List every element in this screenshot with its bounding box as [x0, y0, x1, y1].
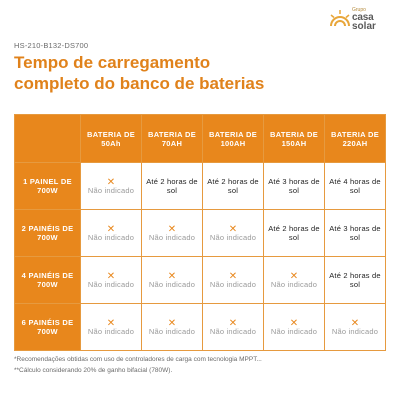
row-header: 4 PAINÉIS DE 700W — [14, 256, 81, 304]
row-header: 1 PAINEL DE 700W — [14, 162, 81, 210]
not-indicated-x-icon: ✕ — [228, 270, 238, 282]
column-header: BATERIA DE 220AH — [324, 114, 386, 163]
row-header: 6 PAINÉIS DE 700W — [14, 303, 81, 351]
not-indicated-text: Não indicado — [331, 326, 379, 336]
table-cell: ✕ Não indicado — [263, 256, 325, 304]
column-header: BATERIA DE 150AH — [263, 114, 325, 163]
table-row: 4 PAINÉIS DE 700W ✕ Não indicado ✕ Não indic… — [14, 256, 386, 304]
table-row: 2 PAINÉIS DE 700W ✕ Não indicado ✕ Não indic… — [14, 209, 386, 257]
not-indicated-x-icon: ✕ — [106, 176, 116, 188]
not-indicated-text: Não indicado — [209, 232, 257, 242]
not-indicated-x-icon: ✕ — [167, 317, 177, 329]
not-indicated-x-icon: ✕ — [167, 270, 177, 282]
table-cell: ✕ Não indicado — [141, 209, 203, 257]
charge-time-value: Até 2 horas de sol — [207, 177, 259, 195]
table-cell: ✕ Não indicado — [141, 303, 203, 351]
not-indicated-text: Não indicado — [209, 326, 257, 336]
charge-time-value: Até 2 horas de sol — [268, 224, 320, 242]
charge-time-value: Até 2 horas de sol — [329, 271, 381, 289]
table-cell: ✕ Não indicado — [80, 256, 142, 304]
not-indicated-x-icon: ✕ — [106, 317, 116, 329]
not-indicated-x-icon: ✕ — [167, 223, 177, 235]
not-indicated-x-icon: ✕ — [289, 317, 299, 329]
not-indicated-x-icon: ✕ — [106, 270, 116, 282]
not-indicated-text: Não indicado — [148, 279, 196, 289]
charge-time-value: Até 2 horas de sol — [146, 177, 198, 195]
not-indicated-text: Não indicado — [270, 279, 318, 289]
table-cell: Até 2 horas de sol — [141, 162, 203, 210]
column-header: BATERIA DE 100AH — [202, 114, 264, 163]
not-indicated-x-icon: ✕ — [350, 317, 360, 329]
not-indicated-text: Não indicado — [87, 185, 135, 195]
title-line1: Tempo de carregamento — [14, 53, 211, 72]
table-cell: ✕ Não indicado — [202, 303, 264, 351]
table-cell: Até 3 horas de sol — [263, 162, 325, 210]
column-header: BATERIA DE 70AH — [141, 114, 203, 163]
table-cell: Até 4 horas de sol — [324, 162, 386, 210]
table-corner-cell — [14, 114, 81, 163]
charge-time-value: Até 4 horas de sol — [329, 177, 381, 195]
logo-line2: solar — [352, 21, 376, 32]
table-cell: ✕ Não indicado — [202, 256, 264, 304]
not-indicated-text: Não indicado — [209, 279, 257, 289]
table-cell: Até 2 horas de sol — [263, 209, 325, 257]
table-cell: Até 2 horas de sol — [324, 256, 386, 304]
footnotes: *Recomendações obtidas com uso de contro… — [14, 354, 262, 376]
column-header: BATERIA DE 50Ah — [80, 114, 142, 163]
footnote: **Cálculo considerando 20% de ganho bifa… — [14, 367, 173, 374]
charge-time-value: Até 3 horas de sol — [268, 177, 320, 195]
table-cell: Até 3 horas de sol — [324, 209, 386, 257]
not-indicated-x-icon: ✕ — [228, 223, 238, 235]
not-indicated-text: Não indicado — [148, 326, 196, 336]
logo-small-text: Grupo — [352, 7, 366, 13]
charging-time-table: BATERIA DE 50Ah BATERIA DE 70AH BATERIA … — [14, 114, 386, 351]
table-cell: ✕ Não indicado — [80, 162, 142, 210]
logo-line1: casa — [352, 12, 374, 23]
brand-logo: Grupo casa solar — [328, 6, 388, 40]
footnote: *Recomendações obtidas com uso de contro… — [14, 356, 262, 363]
row-header: 2 PAINÉIS DE 700W — [14, 209, 81, 257]
table-cell: Até 2 horas de sol — [202, 162, 264, 210]
not-indicated-x-icon: ✕ — [106, 223, 116, 235]
page-title: Tempo de carregamento completo do banco … — [14, 52, 384, 94]
table-row: 6 PAINÉIS DE 700W ✕ Não indicado ✕ Não indic… — [14, 303, 386, 351]
table-cell: ✕ Não indicado — [263, 303, 325, 351]
table-cell: ✕ Não indicado — [202, 209, 264, 257]
table-cell: ✕ Não indicado — [141, 256, 203, 304]
not-indicated-x-icon: ✕ — [228, 317, 238, 329]
not-indicated-text: Não indicado — [87, 279, 135, 289]
table-header-row: BATERIA DE 50Ah BATERIA DE 70AH BATERIA … — [14, 114, 386, 163]
not-indicated-x-icon: ✕ — [289, 270, 299, 282]
table-row: 1 PAINEL DE 700W ✕ Não indicado Até 2 horas… — [14, 162, 386, 210]
sun-icon — [330, 10, 350, 27]
not-indicated-text: Não indicado — [87, 326, 135, 336]
not-indicated-text: Não indicado — [148, 232, 196, 242]
not-indicated-text: Não indicado — [270, 326, 318, 336]
table-cell: ✕ Não indicado — [80, 209, 142, 257]
charge-time-value: Até 3 horas de sol — [329, 224, 381, 242]
title-line2: completo do banco de baterias — [14, 74, 265, 93]
not-indicated-text: Não indicado — [87, 232, 135, 242]
table-cell: ✕ Não indicado — [80, 303, 142, 351]
table-cell: ✕ Não indicado — [324, 303, 386, 351]
product-code: HS-210-B132-DS700 — [14, 41, 89, 50]
